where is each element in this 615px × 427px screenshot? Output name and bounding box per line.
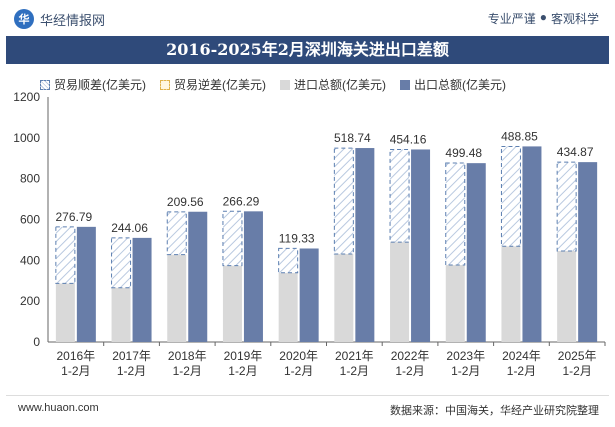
import-bar: [334, 254, 354, 342]
surplus-bar: [222, 210, 243, 267]
surplus-bar: [333, 147, 354, 255]
x-tick-label: 1-2月: [228, 364, 257, 378]
surplus-data-label: 209.56: [167, 195, 204, 209]
legend-swatch-deficit: [160, 79, 170, 90]
chart-legend: 贸易顺差(亿美元) 贸易逆差(亿美元) 进口总额(亿美元) 出口总额(亿美元): [40, 76, 506, 93]
export-bar: [466, 163, 486, 342]
surplus-data-label: 499.48: [445, 146, 482, 160]
y-tick-label: 1200: [13, 90, 40, 104]
import-bar: [390, 242, 410, 342]
x-tick-label: 1-2月: [395, 364, 424, 378]
x-tick-label: 1-2月: [284, 364, 313, 378]
top-bar: 华 华经情报网 专业严谨 ● 客观科学: [0, 0, 615, 36]
x-tick-label: 2025年: [558, 349, 597, 363]
export-bar: [578, 162, 598, 342]
chart-title-bar: 2016-2025年2月深圳海关进出口差额: [6, 36, 609, 64]
surplus-data-label: 488.85: [501, 129, 538, 143]
y-tick-label: 1000: [13, 131, 40, 145]
export-bar: [132, 237, 152, 342]
surplus-bar: [166, 211, 187, 256]
surplus-bar: [278, 247, 299, 274]
x-tick-label: 2020年: [279, 349, 318, 363]
tagline-separator: ●: [539, 10, 547, 24]
surplus-data-label: 434.87: [557, 145, 594, 159]
surplus-bar: [556, 161, 577, 252]
x-tick-label: 2021年: [335, 349, 374, 363]
surplus-data-label: 244.06: [111, 221, 148, 235]
surplus-bar: [389, 148, 410, 243]
x-tick-label: 2023年: [446, 349, 485, 363]
x-tick-label: 2018年: [168, 349, 207, 363]
export-bar: [243, 211, 263, 342]
tagline-right: 客观科学: [550, 12, 599, 26]
surplus-data-label: 276.79: [55, 210, 92, 224]
legend-swatch-export: [400, 79, 410, 90]
brand-logo-icon: 华: [14, 9, 34, 29]
legend-label-import: 进口总额(亿美元): [294, 78, 386, 92]
x-tick-label: 1-2月: [340, 364, 369, 378]
x-tick-label: 1-2月: [451, 364, 480, 378]
surplus-data-label: 518.74: [334, 131, 371, 145]
x-tick-label: 1-2月: [61, 364, 90, 378]
tagline-left: 专业严谨: [487, 12, 536, 26]
import-bar: [111, 287, 131, 342]
brand[interactable]: 华 华经情报网: [14, 9, 105, 29]
legend-swatch-surplus: [40, 79, 50, 90]
legend-label-surplus: 贸易顺差(亿美元): [54, 78, 146, 92]
surplus-bar: [500, 145, 521, 247]
legend-item-export: 出口总额(亿美元): [400, 76, 506, 93]
chart-title: 2016-2025年2月深圳海关进出口差额: [166, 40, 449, 59]
import-bar: [167, 254, 187, 342]
legend-item-import: 进口总额(亿美元): [280, 76, 386, 93]
x-tick-label: 2016年: [56, 349, 95, 363]
y-tick-label: 800: [20, 172, 40, 186]
legend-item-surplus: 贸易顺差(亿美元): [40, 76, 146, 93]
import-bar: [445, 265, 465, 342]
brand-name: 华经情报网: [40, 12, 106, 28]
y-tick-label: 0: [33, 335, 40, 349]
import-bar: [501, 246, 521, 342]
y-tick-label: 400: [20, 253, 40, 267]
x-tick-label: 1-2月: [117, 364, 146, 378]
legend-swatch-import: [280, 79, 290, 90]
surplus-bar: [111, 237, 132, 289]
x-tick-label: 2019年: [224, 349, 263, 363]
legend-item-deficit: 贸易逆差(亿美元): [160, 76, 266, 93]
export-bar: [76, 226, 96, 342]
export-bar: [522, 146, 542, 342]
export-bar: [355, 148, 375, 342]
surplus-data-label: 119.33: [279, 231, 315, 245]
x-tick-label: 2024年: [502, 349, 541, 363]
surplus-data-label: 454.16: [390, 132, 427, 146]
footer-divider: [6, 395, 609, 396]
tagline: 专业严谨 ● 客观科学: [488, 10, 599, 27]
x-tick-label: 1-2月: [562, 364, 591, 378]
surplus-bar: [55, 226, 76, 284]
import-bar: [278, 272, 298, 342]
x-tick-label: 1-2月: [173, 364, 202, 378]
footer-source: 数据来源：中国海关，华经产业研究院整理: [390, 405, 599, 417]
export-bar: [188, 211, 208, 342]
import-bar: [222, 265, 242, 342]
export-bar: [299, 248, 319, 342]
surplus-bar: [445, 162, 466, 266]
y-tick-label: 200: [20, 294, 40, 308]
y-tick-label: 600: [20, 213, 40, 227]
import-bar: [557, 250, 577, 342]
x-tick-label: 2017年: [112, 349, 151, 363]
import-bar: [55, 283, 75, 342]
x-tick-label: 2022年: [391, 349, 430, 363]
footer-website[interactable]: www.huaon.com: [18, 402, 99, 414]
legend-label-deficit: 贸易逆差(亿美元): [174, 78, 266, 92]
x-tick-label: 1-2月: [507, 364, 536, 378]
surplus-data-label: 266.29: [223, 194, 260, 208]
legend-label-export: 出口总额(亿美元): [414, 78, 506, 92]
export-bar: [411, 149, 431, 342]
